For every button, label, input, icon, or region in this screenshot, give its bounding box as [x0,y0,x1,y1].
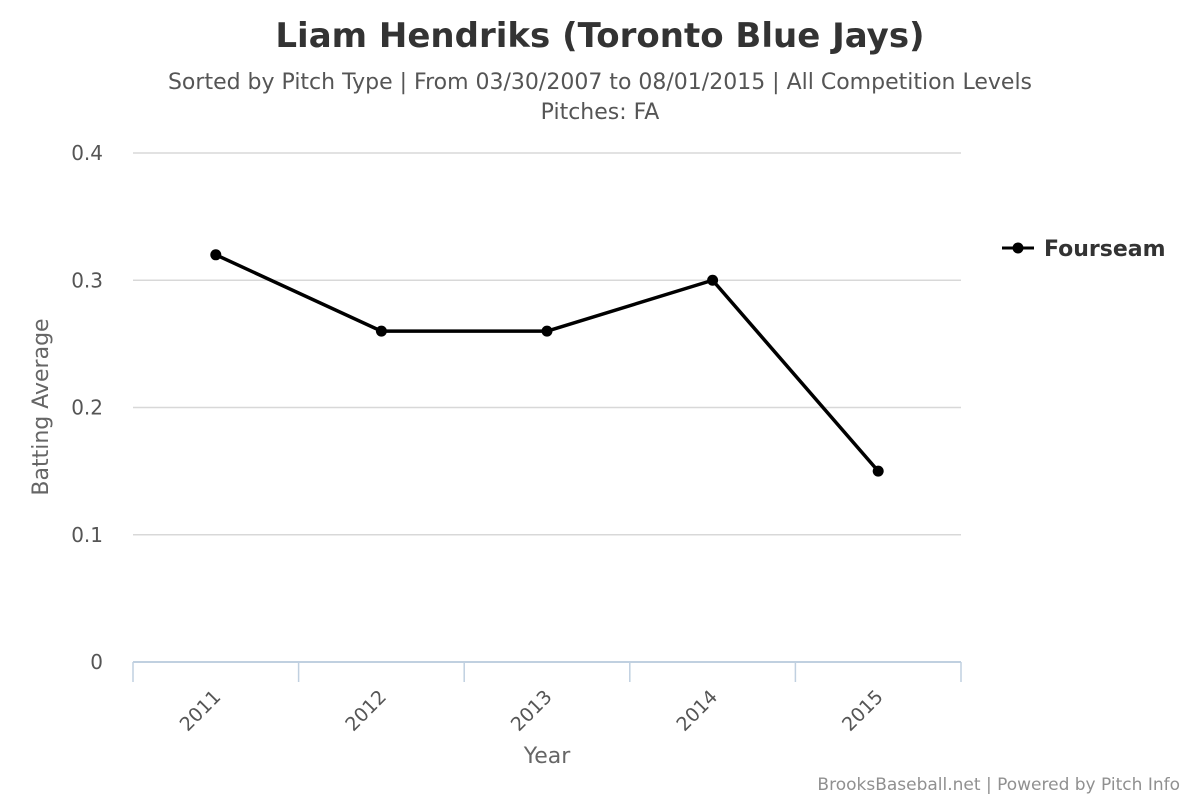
x-axis [132,661,962,682]
x-axis-ticks: 2011 2012 2013 2014 2015 [176,686,888,736]
data-point[interactable] [872,465,884,477]
data-point[interactable] [707,274,719,286]
y-tick-label: 0.4 [71,141,103,165]
legend-item-fourseam[interactable]: Fourseam [1044,237,1166,262]
y-tick-label: 0.2 [71,396,103,420]
y-tick-label: 0 [90,650,103,674]
y-axis-title: Batting Average [29,318,54,495]
data-point[interactable] [210,249,222,261]
chart-subtitle-pitches: Pitches: FA [541,100,660,125]
x-axis-title: Year [523,744,572,769]
data-point[interactable] [375,325,387,337]
chart-title: Liam Hendriks (Toronto Blue Jays) [275,16,924,56]
x-tick-label: 2014 [672,686,722,736]
legend-marker [1012,242,1024,254]
credits-link[interactable]: BrooksBaseball.net | Powered by Pitch In… [817,775,1180,795]
x-tick-label: 2013 [507,686,557,736]
y-axis-ticks: 0 0.1 0.2 0.3 0.4 [71,141,103,674]
x-tick-label: 2012 [341,686,391,736]
x-tick-label: 2011 [176,686,226,736]
series-fourseam [210,249,884,477]
y-tick-label: 0.1 [71,523,103,547]
x-tick-label: 2015 [838,686,888,736]
series-line [215,253,880,473]
legend[interactable]: Fourseam [1002,237,1166,262]
grid-lines [133,152,961,536]
y-tick-label: 0.3 [71,268,103,292]
data-point[interactable] [541,325,553,337]
chart-subtitle: Sorted by Pitch Type | From 03/30/2007 t… [168,70,1032,95]
